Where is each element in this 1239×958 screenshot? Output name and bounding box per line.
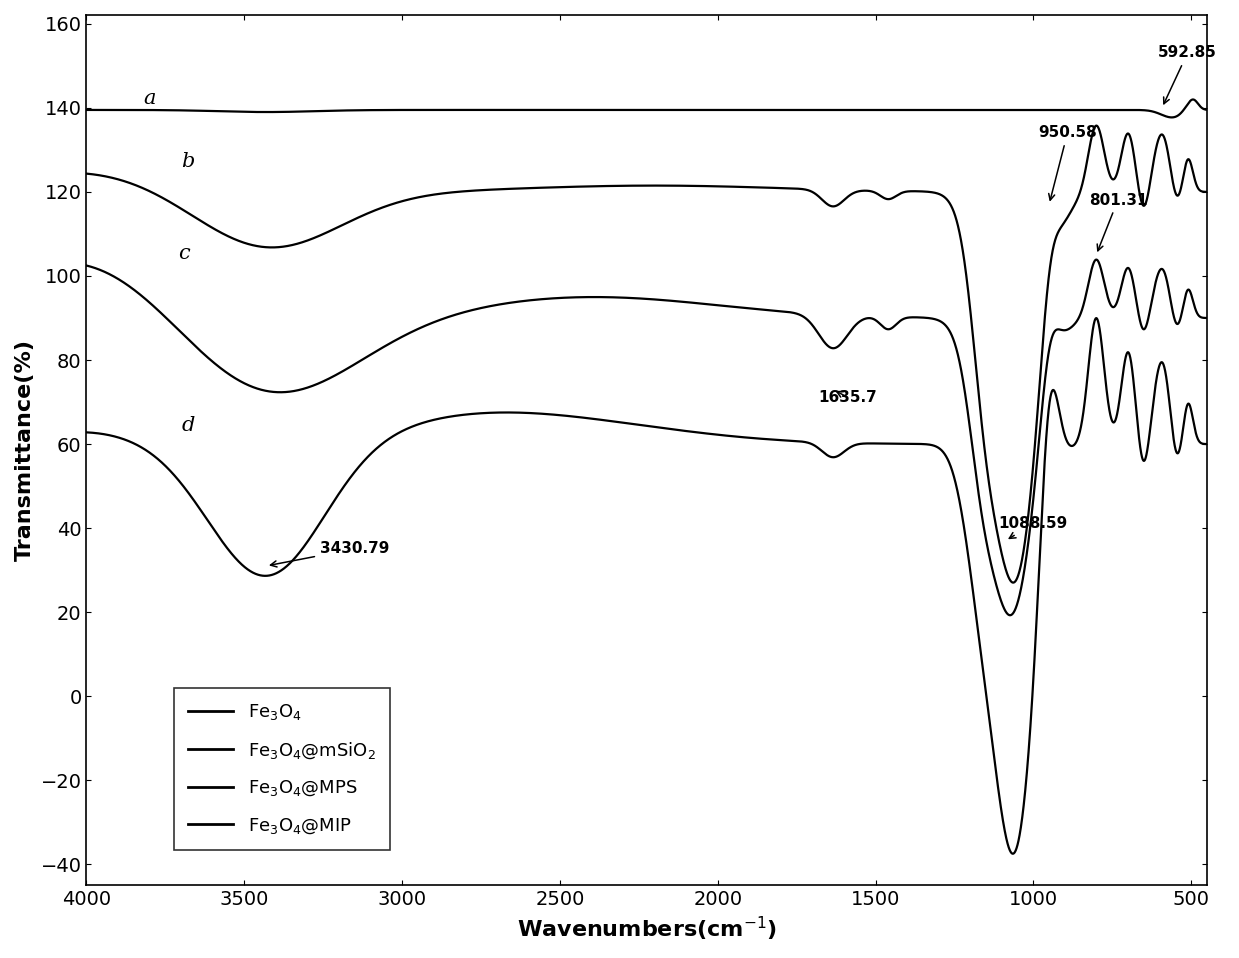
Legend: Fe$_3$O$_4$, Fe$_3$O$_4$@mSiO$_2$, Fe$_3$O$_4$@MPS, Fe$_3$O$_4$@MIP: Fe$_3$O$_4$, Fe$_3$O$_4$@mSiO$_2$, Fe$_3… — [173, 688, 390, 851]
Text: b: b — [181, 151, 195, 171]
Text: d: d — [181, 417, 195, 436]
X-axis label: Wavenumbers(cm$^{-1}$): Wavenumbers(cm$^{-1}$) — [517, 915, 777, 943]
Text: 1088.59: 1088.59 — [999, 516, 1068, 538]
Text: 1635.7: 1635.7 — [819, 390, 877, 405]
Text: 3430.79: 3430.79 — [270, 541, 389, 567]
Text: 592.85: 592.85 — [1158, 45, 1217, 103]
Y-axis label: Transmittance(%): Transmittance(%) — [15, 339, 35, 561]
Text: 801.31: 801.31 — [1089, 193, 1147, 251]
Text: c: c — [178, 244, 190, 263]
Text: a: a — [144, 89, 156, 107]
Text: 950.58: 950.58 — [1038, 125, 1097, 200]
